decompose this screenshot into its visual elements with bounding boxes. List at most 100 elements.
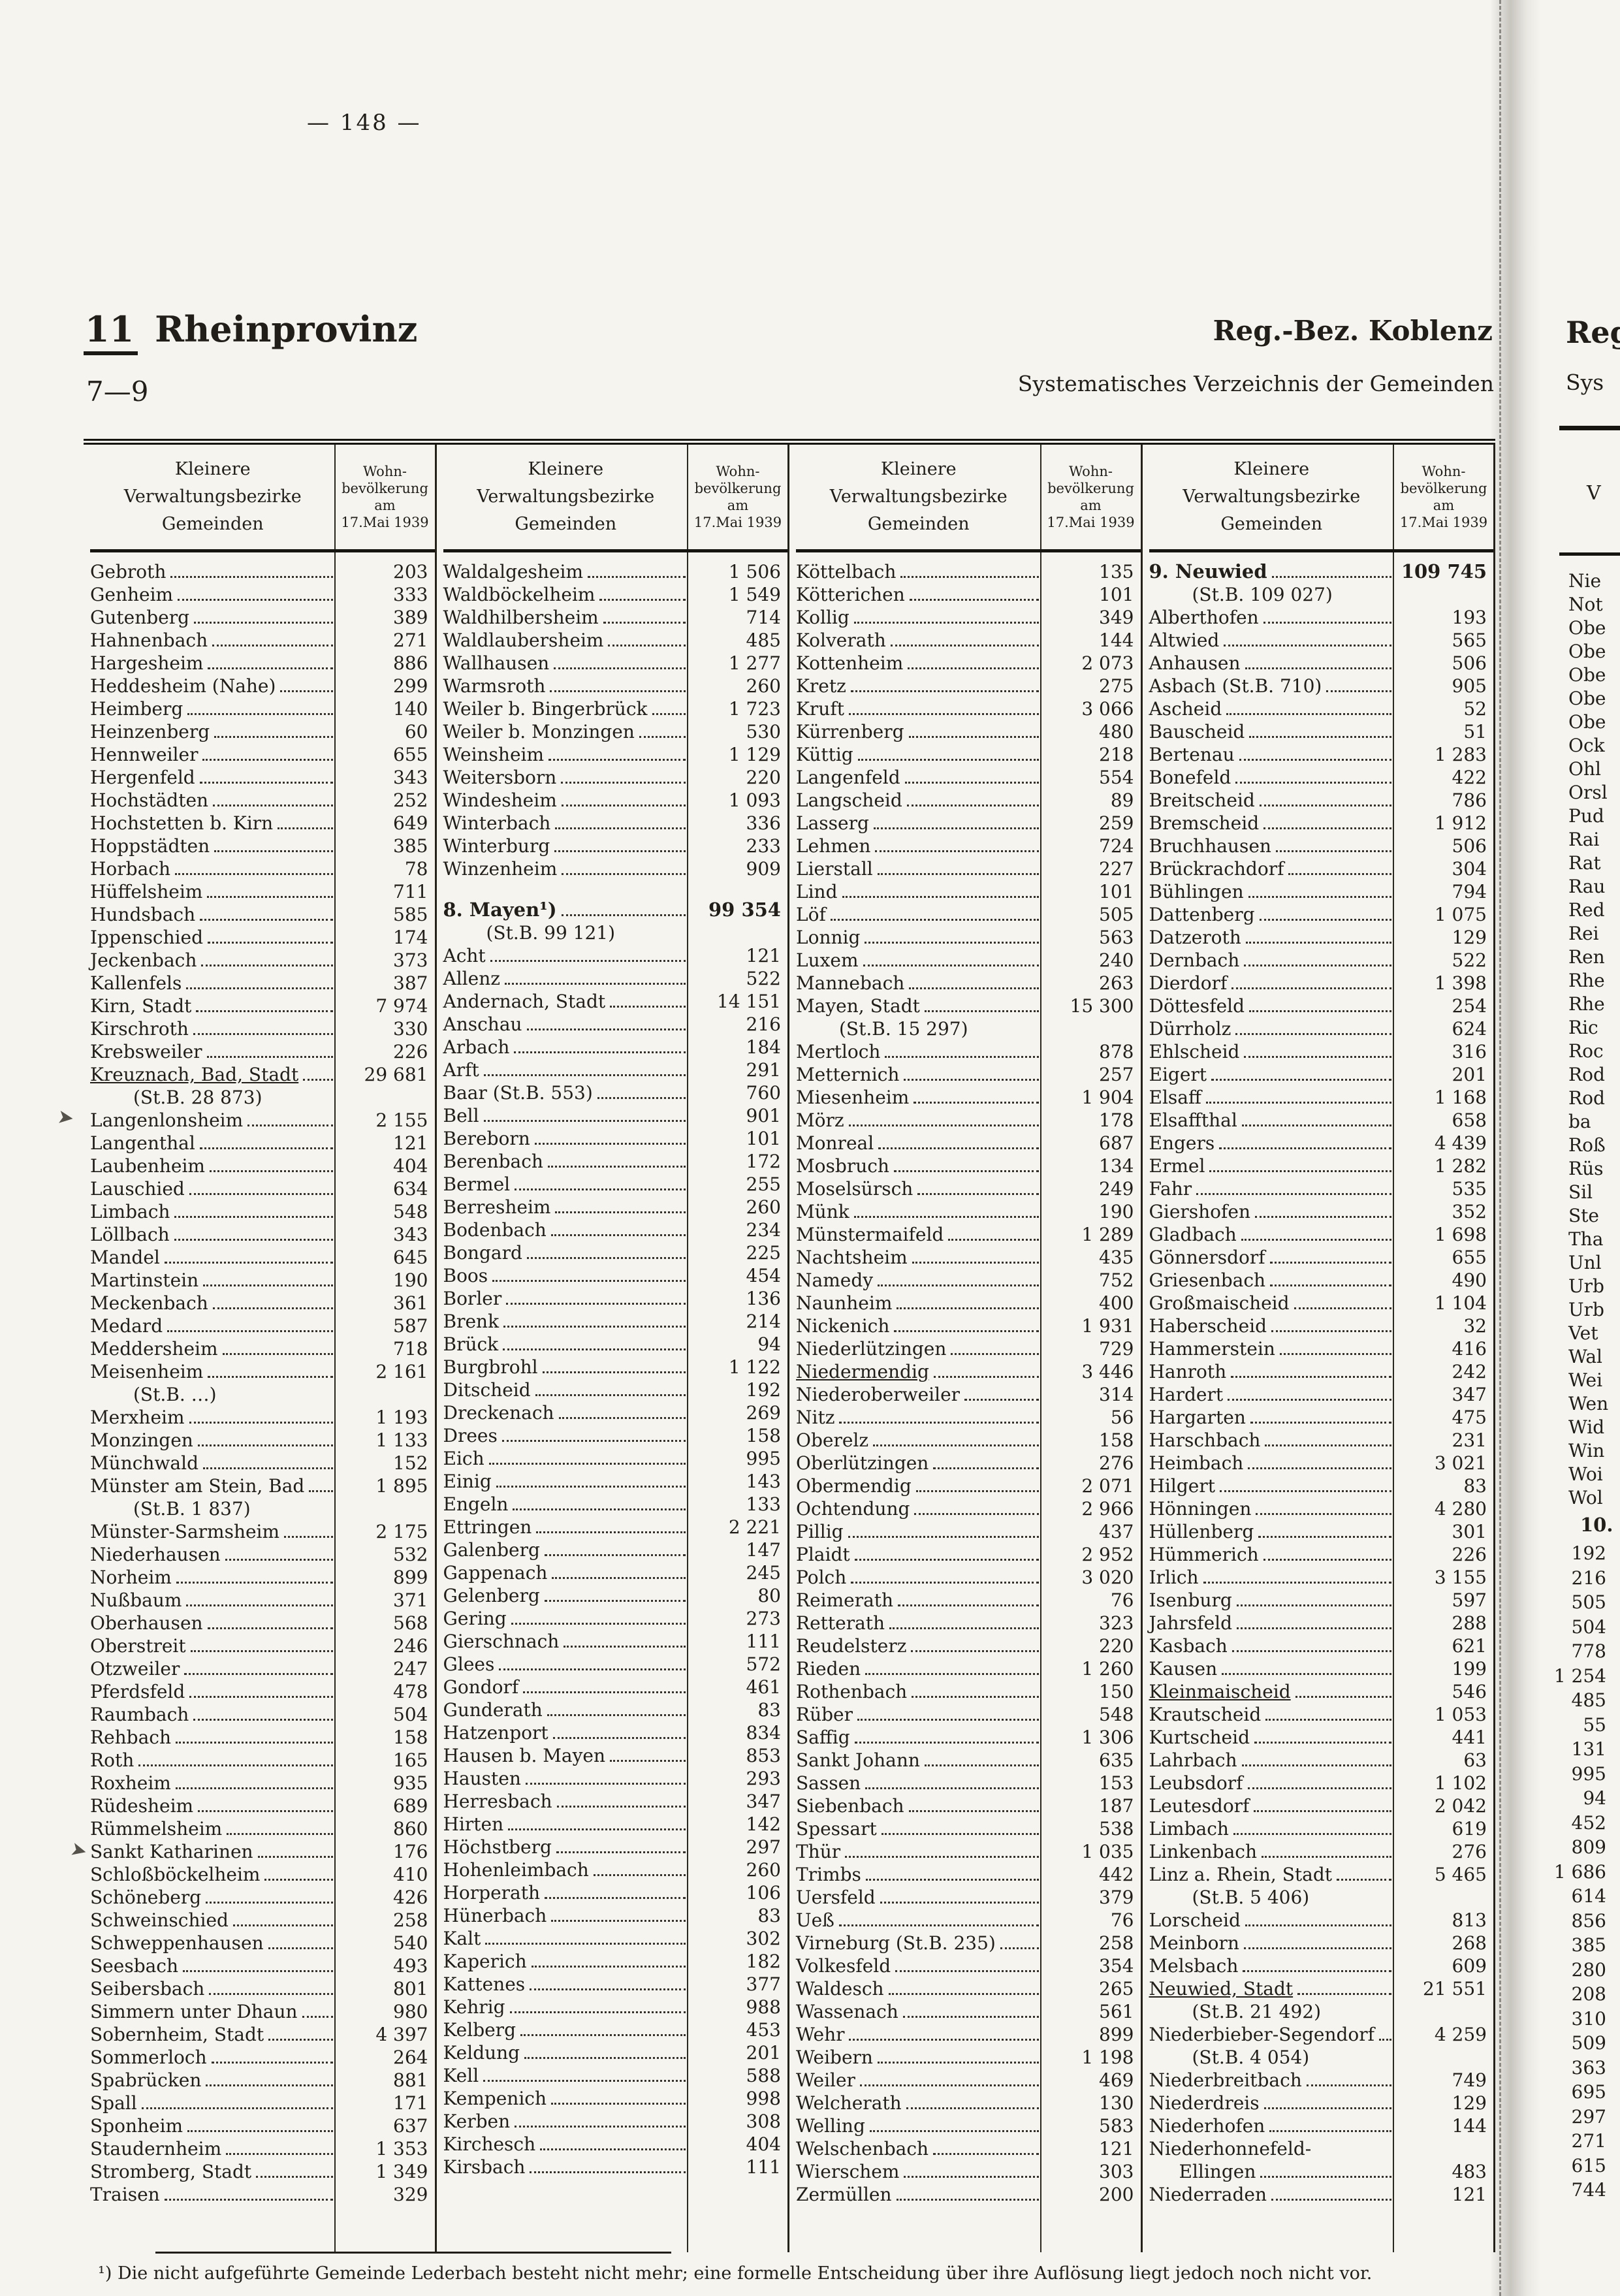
gemeinde-row: Waldböckelheim 1 549	[443, 583, 788, 606]
gemeinde-name: Hüllenberg	[1149, 1521, 1254, 1542]
gemeinde-name: Medard	[90, 1315, 163, 1337]
dot-leader	[556, 1806, 686, 1808]
gemeinde-row: Laubenheim 404	[90, 1155, 435, 1177]
gemeinde-name: Bereborn	[443, 1128, 530, 1149]
gemeinde-row: Bodenbach 234	[443, 1219, 788, 1241]
population-value: 714	[746, 607, 781, 628]
gemeinde-name: Kelberg	[443, 2019, 516, 2041]
dot-leader	[558, 1417, 686, 1419]
dot-leader	[873, 827, 1039, 829]
gemeinde-name: Löllbach	[90, 1224, 170, 1245]
population-value: 271	[393, 630, 428, 651]
dot-leader	[1000, 1947, 1039, 1949]
gemeinde-row: Mertloch 878	[796, 1040, 1141, 1063]
population-value: 530	[746, 721, 781, 742]
gemeinde-name: Limbach	[1149, 1818, 1229, 1840]
column-header-population: Wohn-bevölkerung am 17.Mai 1939	[688, 445, 787, 549]
spacer	[443, 880, 788, 899]
province-number: 11	[84, 308, 138, 355]
gemeinde-name: Seesbach	[90, 1955, 179, 1977]
stb-note-row: (St.B. 21 492)	[1149, 2000, 1494, 2023]
column-header: Kleinere Verwaltungsbezirke Gemeinden Wohn…	[90, 445, 435, 552]
gemeinde-row: Sankt Johann 635	[796, 1749, 1141, 1772]
population-value: 379	[1099, 1887, 1134, 1908]
population-value: 437	[1099, 1521, 1134, 1542]
dot-leader	[531, 1966, 686, 1968]
gemeinde-name: Jeckenbach	[90, 949, 197, 971]
gemeinde-row: Traisen 329	[90, 2183, 435, 2206]
dot-leader	[208, 942, 333, 944]
gemeinde-name: Monreal	[796, 1132, 874, 1154]
dot-leader	[890, 645, 1039, 646]
population-value: 303	[1099, 2161, 1134, 2182]
dot-leader	[256, 2176, 333, 2178]
population-value: 176	[393, 1841, 428, 1862]
gemeinde-row: Krebsweiler 226	[90, 1040, 435, 1063]
population-value: 1 306	[1081, 1727, 1134, 1748]
population-value: 255	[746, 1173, 781, 1195]
gemeinde-row: Gering 273	[443, 1607, 788, 1630]
next-page-population-value: 297	[1571, 2105, 1606, 2128]
dot-leader	[1271, 1330, 1391, 1332]
population-value: 220	[1099, 1635, 1134, 1657]
population-value: 886	[393, 652, 428, 674]
gemeinde-name: (St.B. 99 121)	[486, 922, 616, 944]
gemeinde-row: Kerben 308	[443, 2110, 788, 2133]
gemeinde-name: Lierstall	[796, 858, 873, 880]
gemeinde-name: Sponheim	[90, 2115, 183, 2137]
dot-leader	[490, 960, 686, 962]
gemeinde-name: Weibern	[796, 2047, 873, 2068]
gemeinde-name: Kirsbach	[443, 2156, 526, 2178]
gemeinde-name: Gering	[443, 1608, 507, 1629]
next-page-population-value: 778	[1571, 1640, 1606, 1662]
population-value: 216	[746, 1013, 781, 1035]
dot-leader	[859, 2084, 1039, 2086]
gemeinde-row: Bell 901	[443, 1104, 788, 1127]
population-value: 136	[746, 1288, 781, 1309]
gemeinde-name: Kreuznach, Bad, Stadt	[90, 1064, 299, 1085]
dot-leader	[1236, 1604, 1391, 1606]
dot-leader	[639, 736, 686, 738]
gemeinde-name: Breitscheid	[1149, 789, 1255, 811]
dot-leader	[904, 1079, 1039, 1081]
gemeinde-row: Kelberg 453	[443, 2018, 788, 2041]
population-value: 3 155	[1434, 1567, 1487, 1588]
population-value: 99 354	[708, 899, 781, 921]
gemeinde-row: Lorscheid 813	[1149, 1909, 1494, 1932]
gemeinde-name: Kempenich	[443, 2088, 547, 2109]
gemeinde-row: Nußbaum 371	[90, 1589, 435, 1612]
gemeinde-name: Winterbach	[443, 812, 551, 834]
gemeinde-row: Waldlaubersheim 485	[443, 629, 788, 652]
gemeinde-row: Namedy 752	[796, 1269, 1141, 1292]
gemeinde-row: Rieden 1 260	[796, 1657, 1141, 1680]
gemeinde-name: Ermel	[1149, 1155, 1205, 1177]
gemeinde-name: Ochtendung	[796, 1498, 910, 1520]
gemeinde-name: Volkesfeld	[796, 1955, 891, 1977]
gemeinde-name: Niederdreis	[1149, 2092, 1260, 2114]
gemeinde-row: Engers 4 439	[1149, 1132, 1494, 1155]
gemeinde-row: Brück 94	[443, 1333, 788, 1356]
population-value: 293	[746, 1768, 781, 1789]
dot-leader	[1295, 1696, 1391, 1698]
gemeinde-name: Martinstein	[90, 1269, 199, 1291]
gemeinde-name: Warmsroth	[443, 675, 546, 697]
stb-note-row: (St.B. 1 837)	[90, 1497, 435, 1520]
population-value: 441	[1452, 1727, 1487, 1748]
gemeinde-row: Kallenfels 387	[90, 972, 435, 995]
header-line: am	[1433, 498, 1455, 513]
gemeinde-name: Hargesheim	[90, 652, 204, 674]
next-page-population-value: 208	[1571, 1983, 1606, 2005]
gemeinde-name: Otzweiler	[90, 1658, 180, 1680]
population-value: 226	[1452, 1544, 1487, 1565]
dot-leader	[865, 942, 1039, 944]
gemeinde-row: Kempenich 998	[443, 2087, 788, 2110]
gemeinde-name: Spabrücken	[90, 2069, 202, 2091]
population-value: 140	[393, 698, 428, 720]
population-value: 493	[393, 1955, 428, 1977]
gemeinde-row: Kasbach 621	[1149, 1634, 1494, 1657]
dot-leader	[1279, 1353, 1391, 1355]
population-value: 1 198	[1081, 2047, 1134, 2068]
population-value: 538	[1099, 1818, 1134, 1840]
gemeinde-row: Arbach 184	[443, 1036, 788, 1059]
gemeinde-name: (St.B. 5 406)	[1192, 1887, 1310, 1908]
